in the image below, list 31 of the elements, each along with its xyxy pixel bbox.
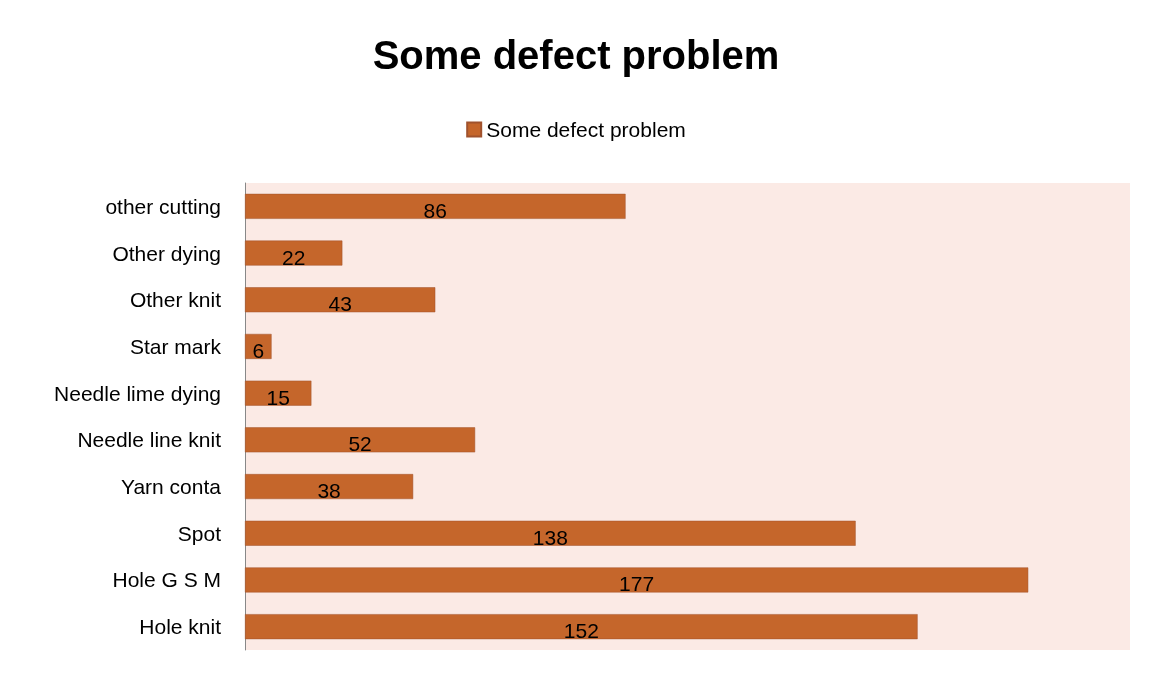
bar — [245, 614, 918, 640]
bar — [245, 193, 626, 219]
data-label: 52 — [348, 432, 372, 456]
y-tick-label: Other knit — [129, 288, 222, 312]
y-tick-label: Hole G S M — [112, 568, 221, 592]
bar — [245, 380, 312, 406]
y-tick-label: Spot — [177, 521, 222, 545]
data-label: 177 — [619, 572, 655, 596]
data-label: 86 — [423, 198, 447, 222]
legend-label: Some defect problem — [486, 118, 686, 141]
bar — [245, 520, 856, 546]
y-tick-label: Other dying — [112, 241, 221, 265]
chart-title: Some defect problem — [372, 33, 780, 77]
data-label: 22 — [282, 245, 306, 269]
y-tick-label: other cutting — [105, 194, 221, 218]
data-label: 43 — [328, 292, 352, 316]
data-label: 138 — [532, 525, 568, 549]
y-tick-label: Star mark — [129, 334, 222, 358]
bar — [245, 240, 343, 266]
bar — [245, 474, 414, 500]
bar — [245, 287, 436, 313]
y-tick-label: Needle line knit — [77, 428, 222, 452]
bar — [245, 567, 1029, 593]
data-label: 152 — [563, 619, 599, 643]
bar — [245, 427, 476, 453]
data-label: 6 — [252, 338, 265, 362]
data-label: 15 — [266, 385, 290, 409]
data-label: 38 — [317, 479, 341, 503]
y-tick-label: Hole knit — [139, 615, 222, 639]
y-tick-label: Needle lime dying — [54, 381, 221, 405]
y-tick-label: Yarn conta — [120, 475, 222, 499]
